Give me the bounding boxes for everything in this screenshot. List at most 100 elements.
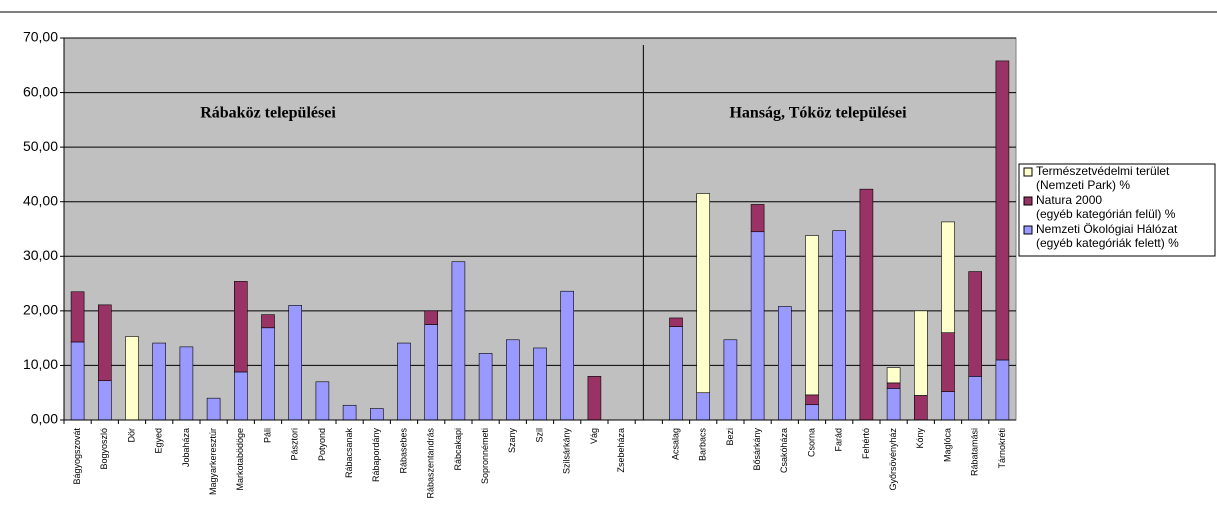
x-tick-label: Páli [262,428,272,443]
bar-segment [288,305,303,421]
bar-segment [941,391,955,421]
x-tick-label: Rábcakapi [453,428,463,471]
bar-segment [478,353,493,421]
bar-segment [750,204,765,233]
bar-segment [995,60,1010,361]
bar-segment [587,376,602,421]
y-tick-label: 40,00 [23,192,58,208]
x-tick-label: Bezi [725,428,735,446]
x-tick-label: Acsalag [670,428,680,460]
x-tick-label: Rábaszentandrás [426,428,436,499]
x-tick-label: Magyarkeresztúr [208,428,218,495]
bar-segment [805,394,819,406]
bar-segment [152,342,166,421]
bar-segment [913,395,928,421]
x-tick-label: Sopronnémeti [480,428,490,484]
annotation: Rábaköz települései [200,105,336,122]
x-tick-label: Dör [126,428,136,443]
bar-segment [805,404,819,421]
bar-segment [669,326,683,421]
x-tick-label: Fehértó [861,428,871,459]
bar-segment [70,291,85,343]
bar-segment [234,281,248,373]
y-tick-label: 20,00 [23,302,58,318]
x-tick-label: Csakóháza [779,428,789,473]
x-tick-label: Kóny [915,428,925,449]
x-tick-label: Szany [507,428,517,454]
x-tick-label: Tárnokréti [997,428,1007,469]
x-tick-label: Bogyoszló [99,428,109,470]
x-tick-label: Barbacs [698,428,708,462]
bar-segment [98,304,112,382]
bar-segment [206,397,221,421]
bar-segment [968,271,983,377]
bar-segment [369,408,384,421]
bar-segment [968,376,983,421]
y-tick-label: 60,00 [23,83,58,99]
bar-segment [723,339,738,421]
x-tick-label: Győrsövényház [888,428,898,491]
bar-segment [505,339,520,421]
bar-segment [669,317,683,327]
bar-segment [451,261,466,421]
bar-segment [342,404,357,421]
x-tick-label: Maglóca [942,428,952,462]
x-tick-label: Vág [589,428,599,444]
bar-segment [424,324,439,421]
x-tick-label: Rábacsanak [344,428,354,479]
legend-label: Természetvédelmi terület (Nemzeti Park) % [1036,164,1170,192]
bar-segment [859,188,874,421]
x-tick-label: Rábasebes [398,428,408,474]
y-tick-label: 30,00 [23,247,58,263]
bar-segment [805,235,819,396]
legend-label: Natura 2000 (egyéb kategórián felül) % [1036,193,1176,221]
x-tick-label: Rábapordány [371,428,381,483]
y-tick-label: 50,00 [23,138,58,154]
legend-swatch [1023,196,1033,206]
x-tick-label: Bősárkány [752,428,762,471]
legend-box [1018,163,1216,257]
x-tick-label: Szilsárkány [562,428,572,475]
bar-segment [832,230,847,421]
y-tick-label: 70,00 [23,29,58,45]
x-tick-label: Pásztori [290,428,300,461]
bar-segment [261,327,275,421]
x-tick-label: Jobaháza [181,428,191,467]
x-tick-label: Markotabödöge [235,428,245,491]
bar-segment [125,336,139,421]
bar-segment [234,371,248,421]
x-tick-label: Potyond [317,428,327,461]
bar-segment [777,306,792,421]
x-tick-label: Rábatamási [970,428,980,476]
bar-segment [70,341,85,421]
bar-segment [696,392,711,421]
bar-segment [397,342,411,421]
bar-segment [179,346,194,421]
bar-segment [913,310,928,396]
annotation: Hanság, Tóköz települései [729,105,907,122]
legend-swatch [1023,167,1033,177]
x-tick-label: Egyed [154,428,164,454]
bar-segment [941,221,955,333]
bar-segment [560,290,575,421]
bar-segment [886,388,901,421]
bar-segment [424,310,439,325]
bar-segment [750,231,765,421]
bar-segment [261,314,275,329]
y-tick-label: 10,00 [23,356,58,372]
bar-segment [995,359,1010,421]
bar-segment [533,347,547,421]
bar-segment [886,382,901,389]
bar-segment [315,381,330,421]
bar-segment [886,367,901,384]
x-tick-label: Csorna [806,428,816,457]
y-tick-label: 0,00 [31,411,58,427]
bar-segment [941,332,955,392]
x-tick-label: Szil [534,428,544,443]
x-tick-label: Farád [834,428,844,452]
legend: Nemzeti Ökológiai Hálózat (egyéb kategóri… [1018,163,1216,257]
legend-swatch [1023,225,1033,235]
x-tick-label: Zsebeháza [616,428,626,473]
legend-label: Nemzeti Ökológiai Hálózat (egyéb kategóri… [1036,222,1179,250]
